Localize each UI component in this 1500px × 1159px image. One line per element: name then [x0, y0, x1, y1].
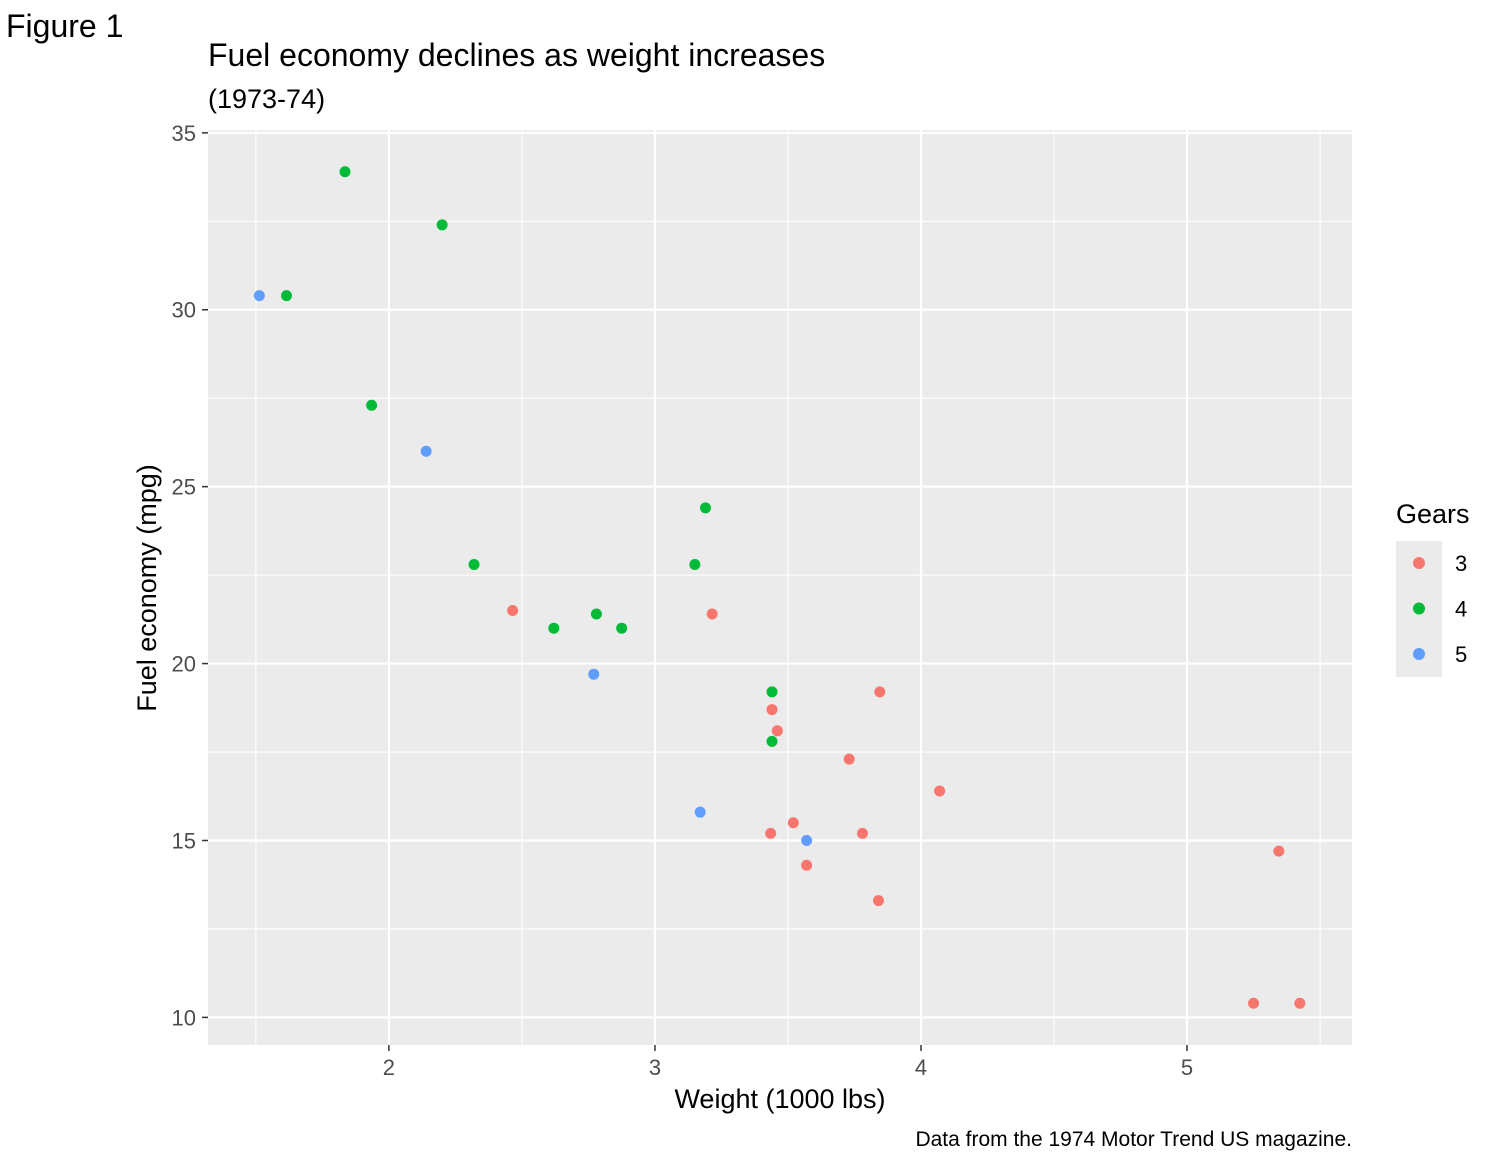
data-point-gear-3 — [765, 827, 777, 839]
data-point-gear-4 — [616, 622, 628, 634]
data-point-gear-3 — [801, 859, 813, 871]
data-point-gear-5 — [588, 668, 600, 680]
data-point-gear-3 — [874, 686, 886, 698]
y-tick-label: 30 — [172, 298, 196, 323]
legend-key-4 — [1413, 602, 1425, 615]
y-tick-label: 25 — [172, 475, 196, 500]
figure-label: Figure 1 — [6, 8, 123, 44]
data-point-gear-3 — [507, 604, 519, 616]
data-point-gear-3 — [1248, 997, 1260, 1009]
data-point-gear-4 — [689, 559, 701, 571]
data-point-gear-3 — [1294, 997, 1306, 1009]
data-point-gear-4 — [339, 166, 351, 178]
data-point-gear-4 — [766, 686, 778, 698]
x-tick-label: 2 — [383, 1055, 395, 1080]
data-point-gear-4 — [548, 622, 560, 634]
y-tick-label: 20 — [172, 652, 196, 677]
data-point-gear-4 — [436, 219, 448, 231]
y-tick-label: 10 — [172, 1005, 196, 1030]
data-point-gear-4 — [590, 608, 602, 620]
data-points — [253, 166, 1306, 1009]
data-point-gear-3 — [771, 725, 783, 737]
data-point-gear-4 — [366, 399, 378, 411]
chart-caption: Data from the 1974 Motor Trend US magazi… — [915, 1128, 1352, 1151]
panel-background — [208, 130, 1352, 1045]
data-point-gear-3 — [706, 608, 718, 620]
legend-key-3 — [1413, 557, 1425, 569]
x-tick-label: 4 — [915, 1055, 927, 1080]
data-point-gear-3 — [766, 704, 778, 716]
legend-label-3: 3 — [1455, 551, 1467, 576]
legend-label-4: 4 — [1455, 597, 1467, 622]
x-axis-title: Weight (1000 lbs) — [674, 1084, 885, 1114]
data-point-gear-4 — [700, 502, 712, 514]
data-point-gear-4 — [468, 559, 480, 571]
data-point-gear-3 — [856, 827, 868, 839]
data-point-gear-3 — [872, 895, 884, 907]
legend-label-5: 5 — [1455, 642, 1467, 667]
y-tick-label: 35 — [172, 121, 196, 146]
chart-subtitle: (1973-74) — [208, 84, 325, 114]
data-point-gear-3 — [843, 753, 855, 765]
data-point-gear-5 — [694, 806, 706, 818]
chart-title: Fuel economy declines as weight increase… — [208, 37, 825, 73]
plot-panel — [208, 130, 1352, 1045]
data-point-gear-5 — [253, 290, 265, 302]
legend-key-5 — [1413, 648, 1425, 660]
y-axis-title: Fuel economy (mpg) — [132, 464, 162, 712]
data-point-gear-4 — [280, 290, 292, 302]
legend-title: Gears — [1396, 499, 1470, 529]
data-point-gear-3 — [1273, 845, 1285, 857]
axes: 2 3 4 5 10 15 20 25 30 35 — [172, 121, 1194, 1080]
legend: Gears 3 4 5 — [1396, 499, 1470, 677]
data-point-gear-5 — [420, 445, 432, 457]
data-point-gear-4 — [766, 735, 778, 747]
x-tick-label: 3 — [649, 1055, 661, 1080]
data-point-gear-3 — [934, 785, 946, 797]
data-point-gear-5 — [801, 834, 813, 846]
x-tick-label: 5 — [1181, 1055, 1193, 1080]
y-tick-label: 15 — [172, 828, 196, 853]
data-point-gear-3 — [787, 817, 799, 829]
